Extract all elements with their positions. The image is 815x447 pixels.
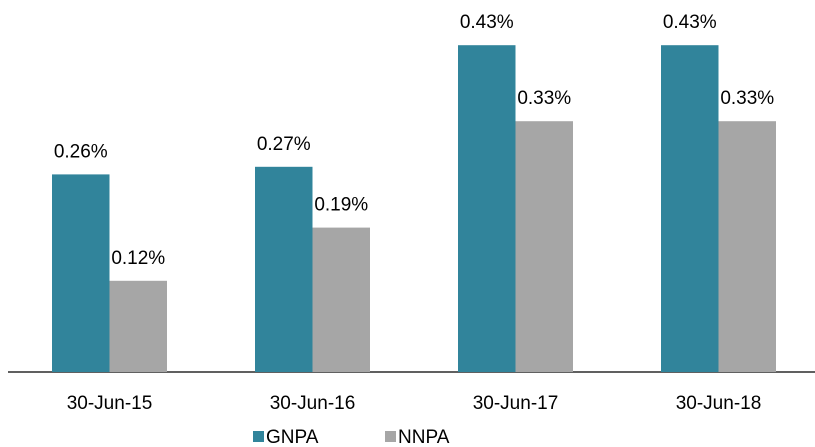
x-tick-label: 30-Jun-17 [473, 393, 559, 414]
data-label: 0.27% [257, 134, 311, 155]
data-label: 0.43% [460, 12, 514, 33]
data-label: 0.19% [314, 195, 368, 216]
data-label: 0.33% [720, 88, 774, 109]
data-label: 0.26% [54, 141, 108, 162]
x-tick-label: 30-Jun-16 [270, 393, 356, 414]
bar [458, 45, 516, 372]
legend-swatch [385, 431, 396, 442]
legend-label: NNPA [398, 427, 450, 447]
bar [515, 121, 573, 372]
legend-swatch [253, 431, 264, 442]
legend-label: GNPA [266, 427, 319, 447]
bar [52, 174, 110, 372]
x-tick-label: 30-Jun-18 [676, 393, 762, 414]
data-label: 0.12% [111, 248, 165, 269]
bar [255, 166, 313, 372]
x-tick-label: 30-Jun-15 [67, 393, 153, 414]
bar [312, 227, 370, 372]
bar [661, 45, 719, 372]
data-label: 0.43% [663, 12, 717, 33]
data-label: 0.33% [517, 88, 571, 109]
bar [718, 121, 776, 372]
bar [109, 280, 167, 372]
